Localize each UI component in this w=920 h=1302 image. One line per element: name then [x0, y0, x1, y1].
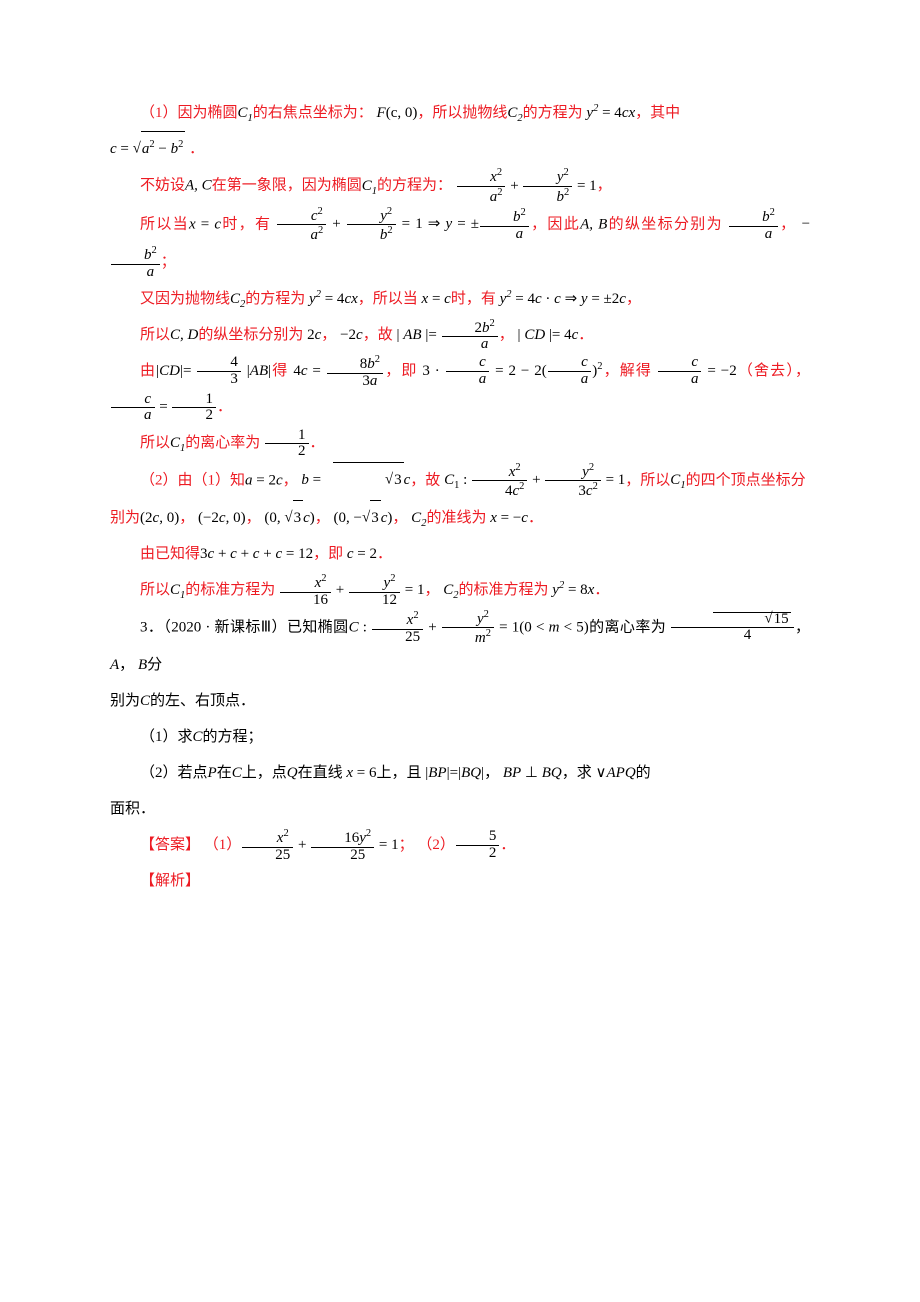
text: ，所以抛物线 [417, 105, 507, 121]
text: ，其中 [635, 105, 680, 121]
page-root: （1）因为椭圆C1的右焦点坐标为： F(c, 0)，所以抛物线C2的方程为 y2… [0, 0, 920, 1302]
text: ， [321, 327, 336, 343]
text: 的四个顶点坐标分 [686, 472, 806, 488]
text: 3．（2020 · 新课标Ⅲ）已知椭圆 [140, 619, 349, 635]
text: ； [399, 837, 414, 853]
text: 的方程； [203, 729, 263, 745]
text: （舍去）， [737, 363, 810, 379]
text: 的 [636, 765, 651, 781]
analysis-label: 【解析】 [110, 863, 810, 899]
text: ，故 [363, 327, 393, 343]
text: 的方程为 [523, 105, 583, 121]
text: 的离心率为 [589, 619, 666, 635]
text: ，即 [313, 546, 343, 562]
text: 时，有 [451, 291, 496, 307]
text: ； [161, 254, 176, 270]
text: ， [392, 510, 407, 526]
text: （2）由（1）知 [140, 472, 245, 488]
text: ，即 [384, 363, 417, 379]
text: ． [578, 327, 593, 343]
text: 【答案】 （1） [140, 837, 241, 853]
text: （1）因为椭圆 [140, 105, 238, 121]
text: ，求 [562, 765, 592, 781]
problem-statement: （1）求C的方程； [110, 719, 810, 755]
text: 所以 [140, 435, 170, 451]
text: ． [217, 399, 232, 415]
text: 所以 [140, 582, 170, 598]
text: ， [315, 510, 330, 526]
text: 在第一象限，因为椭圆 [212, 178, 362, 194]
problem-statement: 3．（2020 · 新课标Ⅲ）已知椭圆C : x225 + y2m2 = 1(0… [110, 609, 810, 684]
paragraph: 由已知得3c + c + c + c = 12，即 c = 2． [110, 536, 810, 572]
text: 的纵坐标分别为 [198, 327, 303, 343]
text: 的纵坐标分别为 [607, 216, 723, 232]
paragraph: （2）由（1）知a = 2c， b = √3c，故 C1 : x24c2 + y… [110, 462, 810, 501]
problem-statement: （2）若点P在C上，点Q在直线 x = 6上，且 |BP|=|BQ|， BP ⊥… [110, 755, 810, 791]
text: 的标准方程为 [185, 582, 275, 598]
text: （2） [414, 837, 455, 853]
text: 在直线 [298, 765, 343, 781]
text: ， [626, 291, 641, 307]
text: 由已知得 [140, 546, 200, 562]
text: 在 [217, 765, 232, 781]
text: 的方程为： [377, 178, 452, 194]
problem-statement: 别为C的左、右顶点． [110, 683, 810, 719]
text: ． [528, 510, 543, 526]
text: ， [424, 582, 439, 598]
text: ， [246, 510, 261, 526]
paragraph: 不妨设A, C在第一象限，因为椭圆C1的方程为： x2a2 + y2b2 = 1… [110, 167, 810, 206]
text: ，所以当 [358, 291, 418, 307]
text: 【解析】 [140, 873, 200, 889]
text: 的离心率为 [185, 435, 260, 451]
problem-statement: 面积． [110, 791, 810, 827]
text: 得 [271, 363, 288, 379]
paragraph: 又因为抛物线C2的方程为 y2 = 4cx，所以当 x = c时，有 y2 = … [110, 281, 810, 317]
text: ， [283, 472, 298, 488]
text: ，故 [410, 472, 440, 488]
text: 上，且 [376, 765, 421, 781]
text: 所以当 [140, 216, 189, 232]
text: （2）若点 [140, 765, 208, 781]
paragraph: 所以C, D的纵坐标分别为 2c， −2c，故 | AB |= 2b2a， | … [110, 317, 810, 353]
text: ． [310, 435, 325, 451]
text: 面积． [110, 801, 155, 817]
text: 的准线为 [426, 510, 486, 526]
text: （1）求 [140, 729, 193, 745]
paragraph: 所以C1的标准方程为 x216 + y212 = 1， C2的标准方程为 y2 … [110, 572, 810, 608]
paragraph: 所以当x = c时，有 c2a2 + y2b2 = 1 ⇒ y = ±b2a，因… [110, 206, 810, 281]
text: ． [189, 141, 204, 157]
text: 的左、右顶点． [150, 693, 255, 709]
answer: 【答案】 （1）x225 + 16y225 = 1； （2）52． [110, 827, 810, 863]
text: ， [499, 327, 514, 343]
text: 由 [140, 363, 156, 379]
text: 又因为抛物线 [140, 291, 230, 307]
text: ， [119, 657, 134, 673]
paragraph: c = √a2 − b2 ． [110, 131, 810, 167]
text: ，所以 [625, 472, 670, 488]
text: 别为 [110, 693, 140, 709]
paragraph: 别为(2c, 0)， (−2c, 0)， (0, √3c)， (0, −√3c)… [110, 500, 810, 536]
text: ， [179, 510, 194, 526]
paragraph: 由|CD|= 43 |AB|得 4c = 8b23a，即 3 · ca = 2 … [110, 353, 810, 425]
text: ，解得 [602, 363, 652, 379]
text: ． [500, 837, 515, 853]
paragraph: 所以C1的离心率为 12． [110, 425, 810, 461]
text: 上，点 [242, 765, 287, 781]
text: 不妨设 [140, 178, 185, 194]
text: 的标准方程为 [459, 582, 549, 598]
text: 分 [147, 657, 162, 673]
paragraph: （1）因为椭圆C1的右焦点坐标为： F(c, 0)，所以抛物线C2的方程为 y2… [110, 95, 810, 131]
text: ． [594, 582, 609, 598]
text: 所以 [140, 327, 170, 343]
text: ， [779, 216, 797, 232]
text: 别为 [110, 510, 140, 526]
text: 的方程为 [245, 291, 305, 307]
text: ，因此 [530, 216, 580, 232]
text: 的右焦点坐标为： [253, 105, 373, 121]
text: ， [597, 178, 612, 194]
text: ， [484, 765, 499, 781]
text: ． [377, 546, 392, 562]
text: 时，有 [221, 216, 271, 232]
text: ， [795, 619, 810, 635]
